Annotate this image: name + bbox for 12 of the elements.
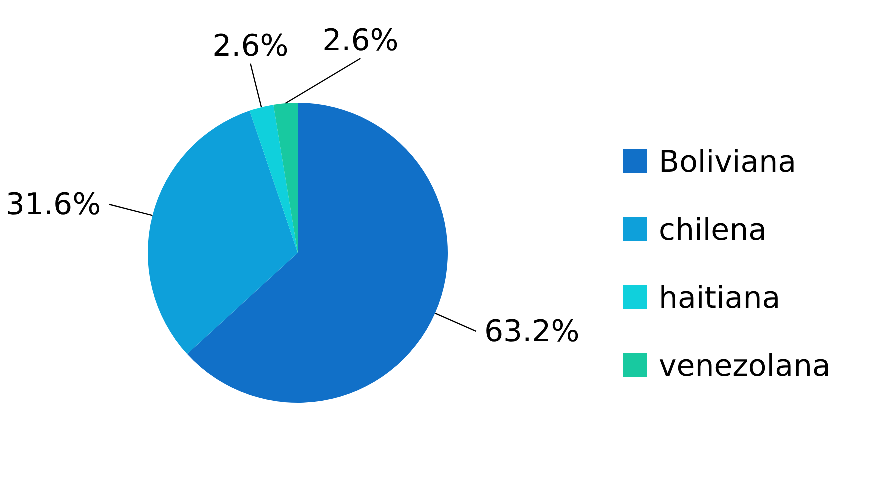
- data-label: 63.2%: [484, 314, 580, 350]
- pie-slice: [187, 103, 448, 403]
- legend-label: chilena: [659, 213, 768, 248]
- pie-slice: [148, 110, 298, 354]
- data-label: 2.6%: [322, 24, 399, 59]
- legend-label: haitiana: [659, 281, 781, 316]
- legend-label: venezolana: [659, 349, 831, 384]
- pie-slice: [250, 104, 298, 253]
- data-label: 2.6%: [212, 28, 289, 64]
- legend-label: Boliviana: [659, 145, 796, 180]
- pie-slice: [274, 103, 298, 253]
- data-label: 31.6%: [6, 188, 102, 223]
